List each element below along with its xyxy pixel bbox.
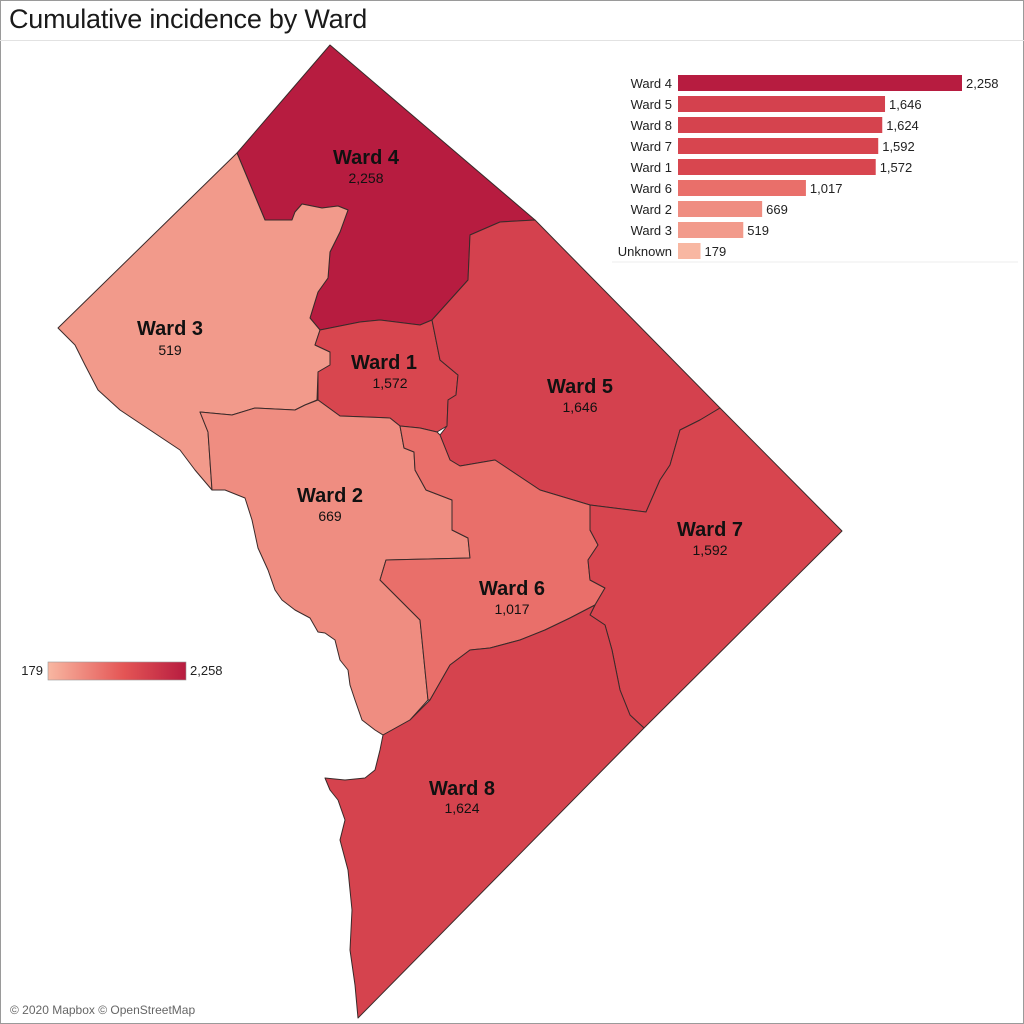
- bar-label-ward-3: Ward 3: [631, 223, 672, 238]
- bar-value-ward-8: 1,624: [886, 118, 919, 133]
- ward-8-label: Ward 8: [429, 778, 495, 800]
- bar-ward-4[interactable]: [678, 75, 962, 91]
- bar-unknown[interactable]: [678, 243, 701, 259]
- bar-ward-7[interactable]: [678, 138, 879, 154]
- bar-label-ward-2: Ward 2: [631, 202, 672, 217]
- ward-2-value: 669: [318, 508, 342, 524]
- bar-value-ward-4: 2,258: [966, 76, 999, 91]
- bar-value-ward-3: 519: [747, 223, 769, 238]
- bar-label-ward-6: Ward 6: [631, 181, 672, 196]
- ward-4-label: Ward 4: [333, 147, 400, 169]
- bar-value-ward-1: 1,572: [880, 160, 913, 175]
- bar-ward-1[interactable]: [678, 159, 876, 175]
- legend-gradient-bar: [47, 661, 187, 681]
- ward-1-value: 1,572: [372, 375, 407, 391]
- ward-5-value: 1,646: [562, 399, 597, 415]
- color-legend: 179 2,258: [21, 661, 223, 681]
- bar-label-ward-5: Ward 5: [631, 97, 672, 112]
- page-title: Cumulative incidence by Ward: [9, 4, 368, 34]
- bar-ward-2[interactable]: [678, 201, 763, 217]
- bar-label-ward-7: Ward 7: [631, 139, 672, 154]
- legend-max-label: 2,258: [190, 663, 223, 678]
- bar-label-ward-4: Ward 4: [631, 76, 672, 91]
- bar-value-ward-7: 1,592: [882, 139, 915, 154]
- bar-label-unknown: Unknown: [618, 244, 672, 259]
- ward-3-value: 519: [158, 342, 182, 358]
- ward-7-value: 1,592: [692, 542, 727, 558]
- ward-bar-chart: Ward 4 2,258 Ward 5 1,646 Ward 8 1,624 Ward 7 1…: [612, 70, 1018, 263]
- ward-1-label: Ward 1: [351, 352, 417, 374]
- bar-value-unknown: 179: [705, 244, 727, 259]
- ward-2-label: Ward 2: [297, 485, 363, 507]
- bar-ward-5[interactable]: [678, 96, 886, 112]
- bar-ward-8[interactable]: [678, 117, 883, 133]
- ward-6-value: 1,017: [494, 601, 529, 617]
- ward-5-label: Ward 5: [547, 376, 613, 398]
- ward-6-label: Ward 6: [479, 578, 545, 600]
- bar-value-ward-2: 669: [766, 202, 788, 217]
- bar-label-ward-8: Ward 8: [631, 118, 672, 133]
- bar-ward-6[interactable]: [678, 180, 806, 196]
- bar-value-ward-6: 1,017: [810, 181, 843, 196]
- map-attribution: © 2020 Mapbox © OpenStreetMap: [10, 1003, 196, 1017]
- ward-3-label: Ward 3: [137, 318, 203, 340]
- ward-7-label: Ward 7: [677, 519, 743, 541]
- ward-4-value: 2,258: [348, 170, 383, 186]
- legend-min-label: 179: [21, 663, 43, 678]
- ward-8-value: 1,624: [444, 800, 479, 816]
- title-divider: [0, 40, 1024, 41]
- bar-label-ward-1: Ward 1: [631, 160, 672, 175]
- bar-value-ward-5: 1,646: [889, 97, 922, 112]
- bar-ward-3[interactable]: [678, 222, 744, 238]
- ward-8-region[interactable]: [324, 604, 645, 1019]
